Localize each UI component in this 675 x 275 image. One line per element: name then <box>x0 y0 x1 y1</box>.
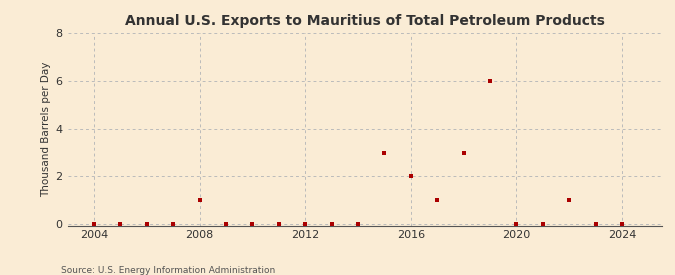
Y-axis label: Thousand Barrels per Day: Thousand Barrels per Day <box>41 62 51 197</box>
Point <box>300 222 310 227</box>
Point <box>616 222 627 227</box>
Text: Source: U.S. Energy Information Administration: Source: U.S. Energy Information Administ… <box>61 266 275 275</box>
Point <box>590 222 601 227</box>
Point <box>221 222 232 227</box>
Point <box>247 222 258 227</box>
Point <box>167 222 178 227</box>
Point <box>141 222 152 227</box>
Title: Annual U.S. Exports to Mauritius of Total Petroleum Products: Annual U.S. Exports to Mauritius of Tota… <box>125 14 604 28</box>
Point <box>405 174 416 179</box>
Point <box>564 198 574 203</box>
Point <box>537 222 548 227</box>
Point <box>88 222 99 227</box>
Point <box>458 150 469 155</box>
Point <box>432 198 443 203</box>
Point <box>115 222 126 227</box>
Point <box>379 150 389 155</box>
Point <box>194 198 205 203</box>
Point <box>326 222 337 227</box>
Point <box>511 222 522 227</box>
Point <box>273 222 284 227</box>
Point <box>485 79 495 83</box>
Point <box>352 222 363 227</box>
